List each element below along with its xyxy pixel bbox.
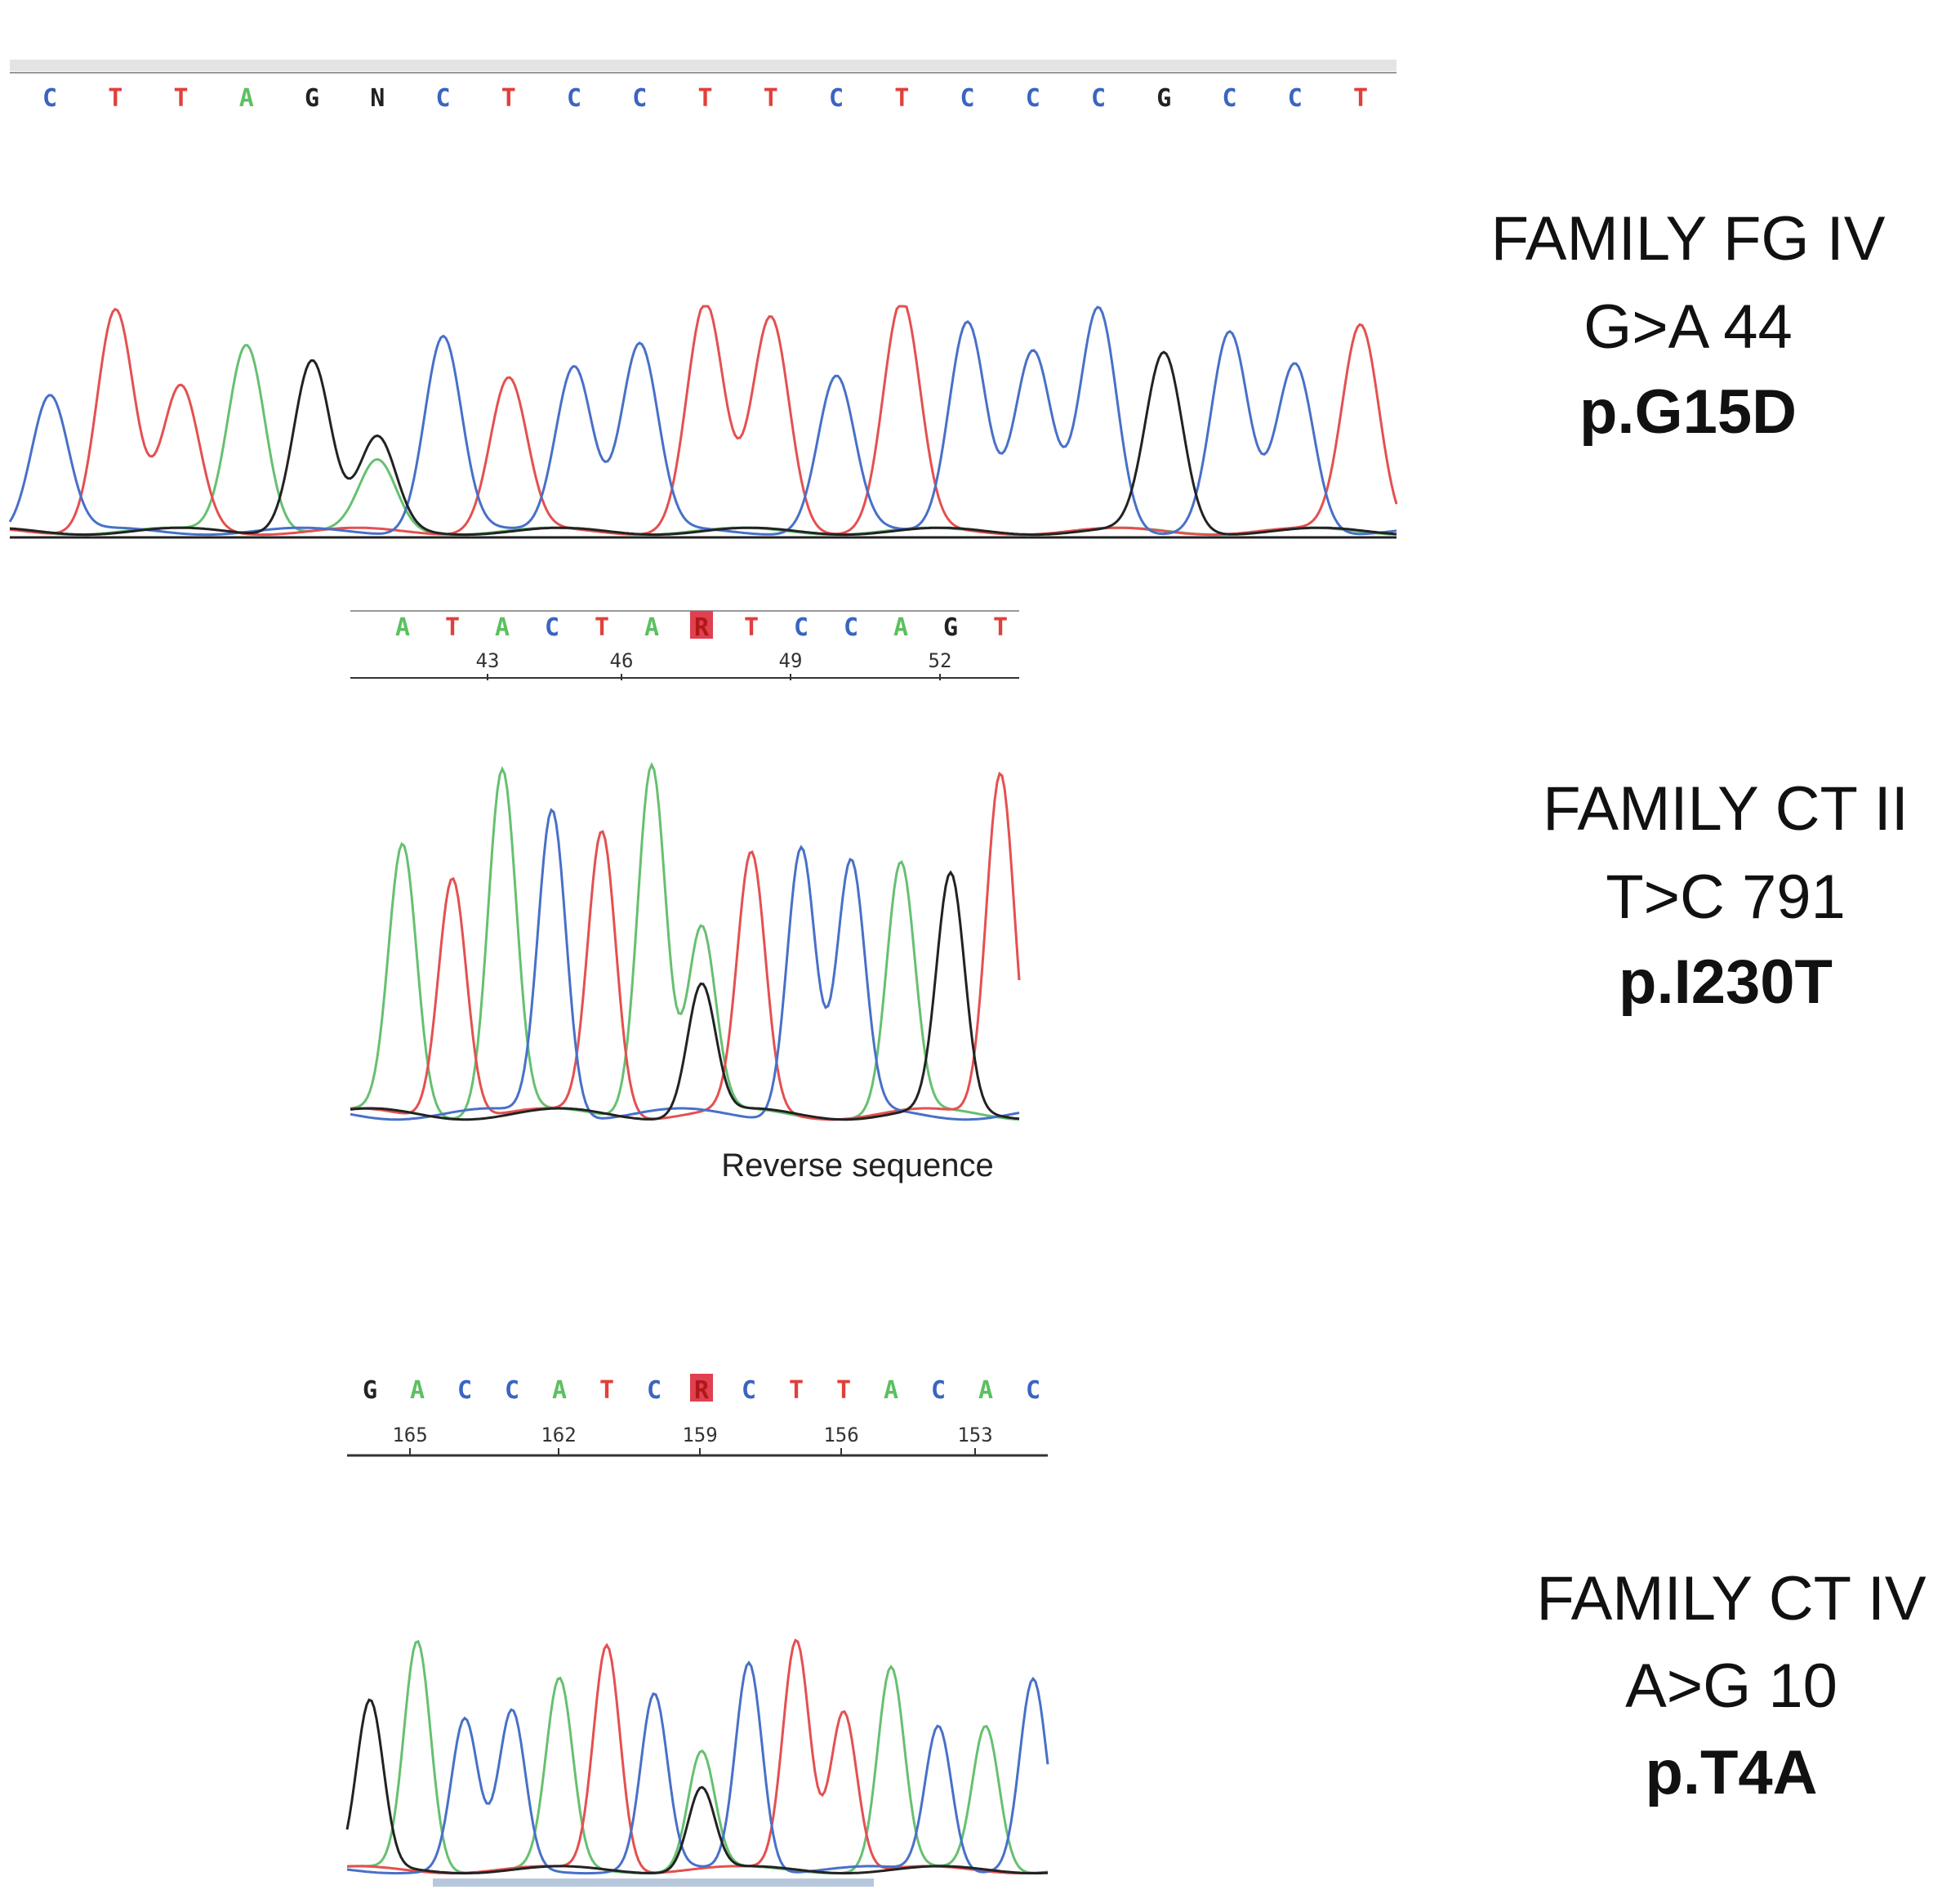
- base-call: C: [435, 84, 450, 113]
- base-call: A: [644, 613, 659, 642]
- base-call: A: [395, 613, 410, 642]
- protein: p.T4A: [1645, 1738, 1817, 1807]
- base-call: R: [694, 1376, 710, 1405]
- trace: [9, 305, 1398, 537]
- trace: [9, 350, 1397, 537]
- base-call: T: [764, 84, 778, 113]
- base-call: T: [789, 1376, 804, 1405]
- base-call: G: [363, 1376, 377, 1405]
- position-label: 52: [929, 649, 952, 672]
- trace: [350, 761, 1020, 1121]
- base-call: N: [370, 84, 385, 113]
- trace: [346, 1660, 1049, 1875]
- base-call: C: [457, 1376, 472, 1405]
- base-call: A: [495, 613, 510, 642]
- base-call: T: [697, 84, 712, 113]
- protein: p.I230T: [1619, 947, 1833, 1017]
- base-call: T: [993, 613, 1008, 642]
- base-call: T: [744, 613, 759, 642]
- base-call: C: [844, 613, 858, 642]
- trace: [345, 1698, 1049, 1875]
- base-call: C: [567, 84, 581, 113]
- trace: [346, 1639, 1049, 1874]
- position-label: 153: [957, 1424, 992, 1446]
- note: Reverse sequence: [721, 1148, 994, 1183]
- base-call: A: [410, 1376, 425, 1405]
- base-call: T: [595, 613, 609, 642]
- base-call: T: [599, 1376, 614, 1405]
- base-call: C: [960, 84, 974, 113]
- base-call: T: [1353, 84, 1368, 113]
- sequence-bar: [10, 60, 1396, 71]
- base-call: C: [1026, 1376, 1040, 1405]
- base-call: T: [173, 84, 188, 113]
- trace: [350, 808, 1020, 1121]
- change: G>A 44: [1584, 292, 1793, 362]
- family: FAMILY CT II: [1543, 774, 1909, 844]
- base-call: T: [445, 613, 460, 642]
- scroll-bar: [433, 1878, 874, 1887]
- change: A>G 10: [1625, 1651, 1838, 1721]
- ambiguous-base-box: [690, 611, 713, 639]
- base-call: C: [1026, 84, 1040, 113]
- base-call: C: [794, 613, 808, 642]
- position-label: 159: [682, 1424, 717, 1446]
- trace: [8, 305, 1397, 537]
- base-call: A: [893, 613, 908, 642]
- base-call: C: [1222, 84, 1236, 113]
- base-call: C: [1091, 84, 1106, 113]
- position-label: 49: [779, 649, 803, 672]
- base-call: R: [694, 613, 710, 642]
- base-call: G: [305, 84, 319, 113]
- base-call: T: [501, 84, 516, 113]
- ambiguous-base-box: [690, 1374, 713, 1402]
- base-call: A: [978, 1376, 993, 1405]
- position-label: 156: [823, 1424, 858, 1446]
- base-call: C: [742, 1376, 756, 1405]
- base-call: C: [829, 84, 844, 113]
- change: T>C 791: [1606, 862, 1846, 932]
- base-call: C: [931, 1376, 946, 1405]
- base-call: C: [505, 1376, 519, 1405]
- base-call: T: [894, 84, 909, 113]
- base-call: A: [552, 1376, 567, 1405]
- base-call: G: [1156, 84, 1171, 113]
- base-call: C: [1288, 84, 1303, 113]
- base-call: C: [42, 84, 57, 113]
- position-label: 46: [610, 649, 634, 672]
- family: FAMILY CT IV: [1536, 1564, 1927, 1633]
- protein: p.G15D: [1579, 377, 1797, 447]
- base-call: C: [632, 84, 647, 113]
- family: FAMILY FG IV: [1491, 204, 1886, 274]
- position-label: 43: [476, 649, 500, 672]
- position-label: 165: [392, 1424, 427, 1446]
- base-call: C: [647, 1376, 662, 1405]
- position-label: 162: [541, 1424, 576, 1446]
- base-call: T: [108, 84, 122, 113]
- trace: [350, 870, 1020, 1121]
- base-call: A: [884, 1376, 898, 1405]
- base-call: G: [943, 613, 958, 642]
- base-call: T: [836, 1376, 851, 1405]
- trace: [350, 771, 1021, 1121]
- trace: [9, 344, 1397, 537]
- base-call: A: [239, 84, 254, 113]
- base-call: C: [545, 613, 559, 642]
